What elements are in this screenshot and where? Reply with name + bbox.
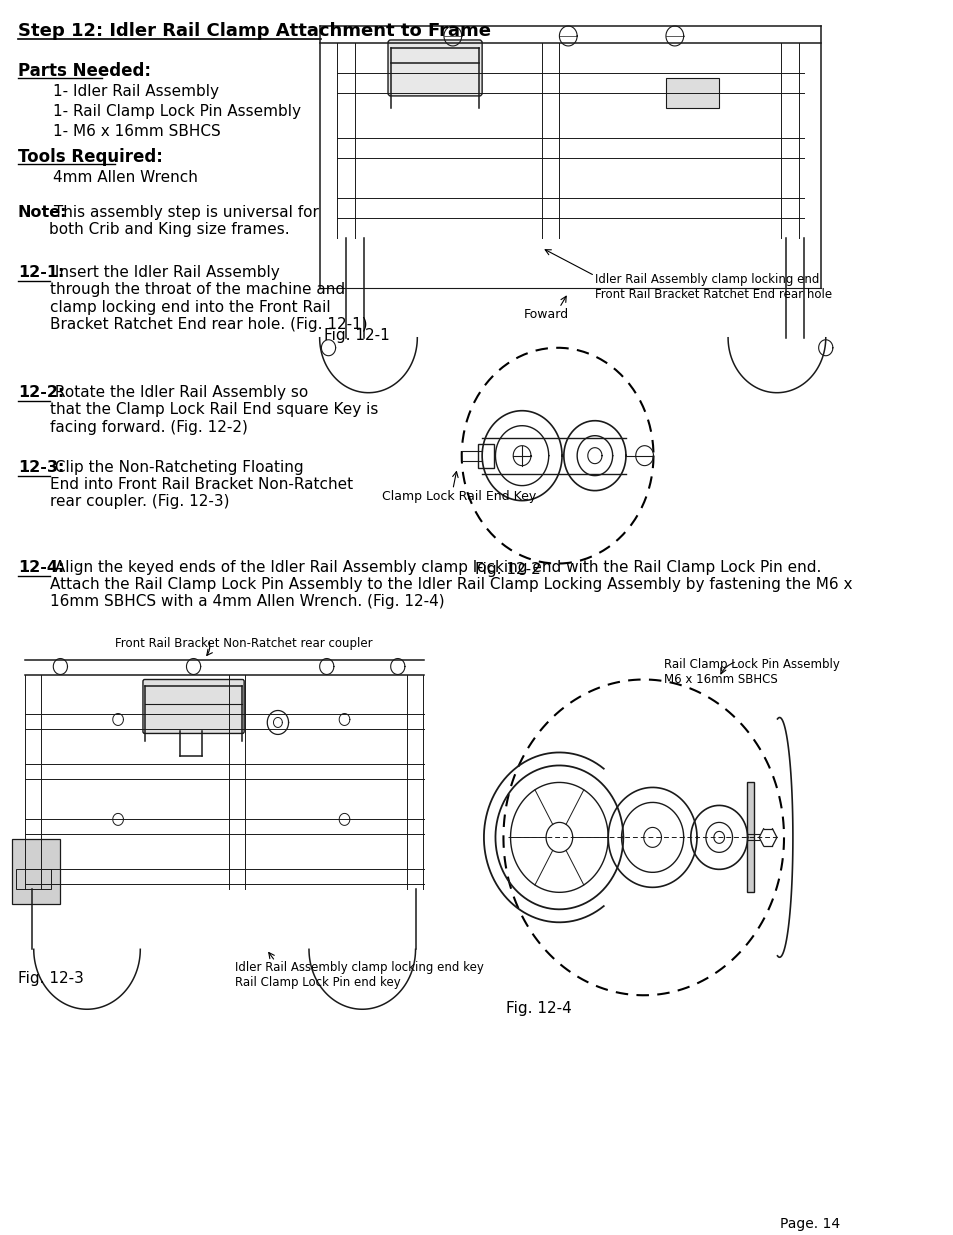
Bar [746, 783, 753, 893]
Text: Insert the Idler Rail Assembly
through the throat of the machine and
clamp locki: Insert the Idler Rail Assembly through t… [51, 264, 368, 332]
Text: This assembly step is universal for
both Crib and King size frames.: This assembly step is universal for both… [50, 205, 319, 237]
Bar [16, 869, 51, 889]
Text: 12-1:: 12-1: [18, 264, 64, 280]
Text: Align the keyed ends of the Idler Rail Assembly clamp locking end with the Rail : Align the keyed ends of the Idler Rail A… [51, 559, 852, 609]
Text: 4mm Allen Wrench: 4mm Allen Wrench [53, 170, 198, 185]
Text: 12-4:: 12-4: [18, 559, 64, 574]
Text: Clip the Non-Ratcheting Floating
End into Front Rail Bracket Non-Ratchet
rear co: Clip the Non-Ratcheting Floating End int… [51, 459, 353, 510]
Text: Rotate the Idler Rail Assembly so
that the Clamp Lock Rail End square Key is
fac: Rotate the Idler Rail Assembly so that t… [51, 385, 378, 435]
Text: 12-3:: 12-3: [18, 459, 64, 474]
Text: 1- M6 x 16mm SBHCS: 1- M6 x 16mm SBHCS [53, 124, 221, 138]
Text: Fig. 12-3: Fig. 12-3 [18, 971, 84, 987]
Text: 1- Idler Rail Assembly: 1- Idler Rail Assembly [53, 84, 219, 99]
Text: Step 12: Idler Rail Clamp Attachment to Frame: Step 12: Idler Rail Clamp Attachment to … [18, 22, 490, 40]
Text: Foward: Foward [523, 308, 568, 321]
Bar [477, 443, 493, 468]
Bar [11, 840, 60, 904]
Text: Idler Rail Assembly clamp locking end
Front Rail Bracket Ratchet End rear hole: Idler Rail Assembly clamp locking end Fr… [595, 273, 831, 301]
Text: Parts Needed:: Parts Needed: [18, 62, 151, 80]
Text: Fig. 12-2: Fig. 12-2 [475, 562, 540, 577]
Text: Note:: Note: [18, 205, 68, 220]
Text: Clamp Lock Rail End Key: Clamp Lock Rail End Key [381, 489, 536, 503]
Text: Front Rail Bracket Non-Ratchet rear coupler: Front Rail Bracket Non-Ratchet rear coup… [115, 636, 373, 650]
Bar [665, 78, 719, 107]
Text: Fig. 12-1: Fig. 12-1 [324, 327, 390, 343]
Text: Page. 14: Page. 14 [779, 1218, 839, 1231]
Text: 1- Rail Clamp Lock Pin Assembly: 1- Rail Clamp Lock Pin Assembly [53, 104, 301, 119]
Text: Fig. 12-4: Fig. 12-4 [506, 1002, 571, 1016]
FancyBboxPatch shape [143, 679, 244, 734]
Text: Idler Rail Assembly clamp locking end key
Rail Clamp Lock Pin end key: Idler Rail Assembly clamp locking end ke… [235, 961, 484, 989]
Text: 12-2:: 12-2: [18, 385, 64, 400]
Text: Rail Clamp Lock Pin Assembly
M6 x 16mm SBHCS: Rail Clamp Lock Pin Assembly M6 x 16mm S… [663, 657, 840, 685]
Text: Tools Required:: Tools Required: [18, 148, 162, 165]
FancyBboxPatch shape [388, 40, 481, 96]
